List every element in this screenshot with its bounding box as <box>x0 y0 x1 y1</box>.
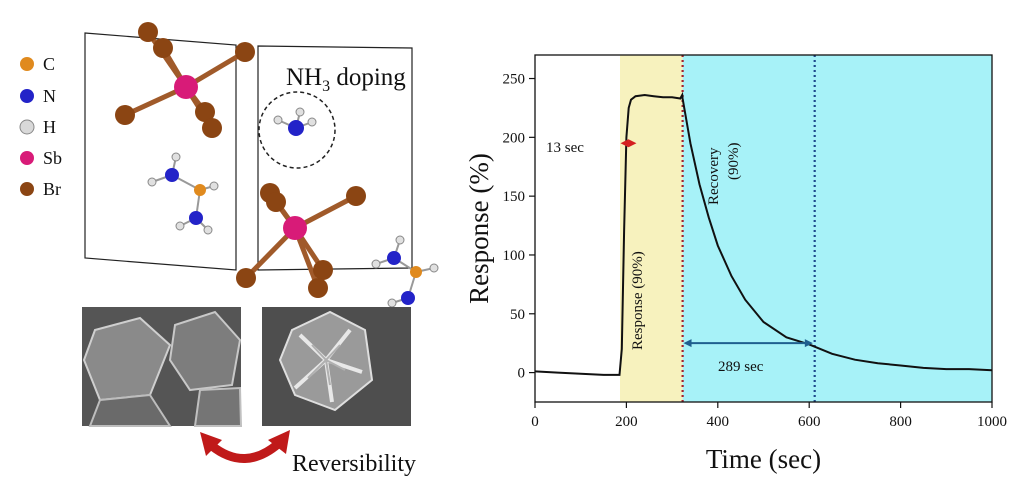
annotations-layer: 13 sec Response (90%) Recovery (90%) 289… <box>546 140 764 375</box>
legend-marker-c <box>20 57 34 71</box>
y-tick-label-50: 50 <box>510 307 525 323</box>
arrow-head-left-1 <box>683 339 692 348</box>
axes-layer: 0 200 400 600 800 1000 0 50 100 150 200 250 <box>503 54 1007 430</box>
annotation-recovery: Recovery <box>706 147 722 205</box>
legend-marker-n <box>20 89 34 103</box>
series-layer <box>534 91 993 376</box>
annotation-289-sec: 289 sec <box>718 359 764 375</box>
sbbr-octahedron-top <box>115 22 255 138</box>
plot-frame <box>534 54 993 403</box>
legend-marker-h <box>19 119 35 135</box>
reversibility-arrow <box>200 430 290 463</box>
arrow-head-left-0 <box>620 139 629 148</box>
x-tick-label-800: 800 <box>889 414 912 430</box>
regions-layer <box>620 55 992 402</box>
x-tick-label-200: 200 <box>615 414 638 430</box>
response-chart: 0 200 400 600 800 1000 0 50 100 150 200 250 13 sec … <box>460 20 1020 490</box>
reversibility-label: Reversibility <box>292 451 416 477</box>
annotation-response-90: Response (90%) <box>630 251 646 350</box>
y-axis-label: Response (%) <box>464 153 494 304</box>
nh3-molecule <box>273 107 317 136</box>
annotation-recovery-90: (90%) <box>726 143 742 181</box>
y-tick-label-0: 0 <box>518 366 526 382</box>
x-tick-label-600: 600 <box>798 414 821 430</box>
legend-label-h: H <box>43 117 56 137</box>
annotation-13-sec: 13 sec <box>546 140 584 156</box>
series-line-0 <box>534 91 993 376</box>
legend-marker-sb <box>20 151 34 165</box>
y-tick-label-150: 150 <box>503 189 526 205</box>
organic-cation-center <box>147 152 219 235</box>
legend-label-sb: Sb <box>43 148 62 168</box>
structure-panel: NH3 doping C N H Sb Br <box>0 0 470 494</box>
reversibility-arrow-body <box>209 440 281 463</box>
y-tick-label-100: 100 <box>503 248 526 264</box>
reversibility-arrowhead-right <box>268 430 290 454</box>
sem-image-right <box>262 307 411 426</box>
arrows-layer <box>620 139 813 348</box>
legend-label-n: N <box>43 86 56 106</box>
chart-svg: 0 200 400 600 800 1000 0 50 100 150 200 250 13 sec … <box>464 54 1007 474</box>
sem-image-left <box>82 307 243 427</box>
x-tick-label-0: 0 <box>531 414 539 430</box>
nh3-highlight-circle <box>258 91 336 169</box>
reversibility-arrowhead-left <box>200 432 222 456</box>
x-tick-label-400: 400 <box>707 414 730 430</box>
arrow-head-right-0 <box>628 139 637 148</box>
x-tick-label-1000: 1000 <box>977 414 1007 430</box>
organic-cation-right <box>371 235 439 308</box>
shaded-region-0 <box>620 55 683 402</box>
y-tick-label-200: 200 <box>503 130 526 146</box>
nh3-doping-label: NH3 doping <box>286 64 406 95</box>
legend-label-c: C <box>43 54 55 74</box>
legend-label-br: Br <box>43 179 61 199</box>
structure-illustration: NH3 doping C N H Sb Br <box>19 22 439 477</box>
sbbr-octahedron-bottom <box>236 183 366 298</box>
arrow-head-right-1 <box>804 339 813 348</box>
atom-legend: C N H Sb Br <box>19 54 62 199</box>
x-axis-label: Time (sec) <box>706 444 821 474</box>
shaded-region-1 <box>682 55 992 402</box>
unit-cell-left <box>84 32 237 271</box>
legend-marker-br <box>20 182 34 196</box>
y-tick-label-250: 250 <box>503 72 526 88</box>
